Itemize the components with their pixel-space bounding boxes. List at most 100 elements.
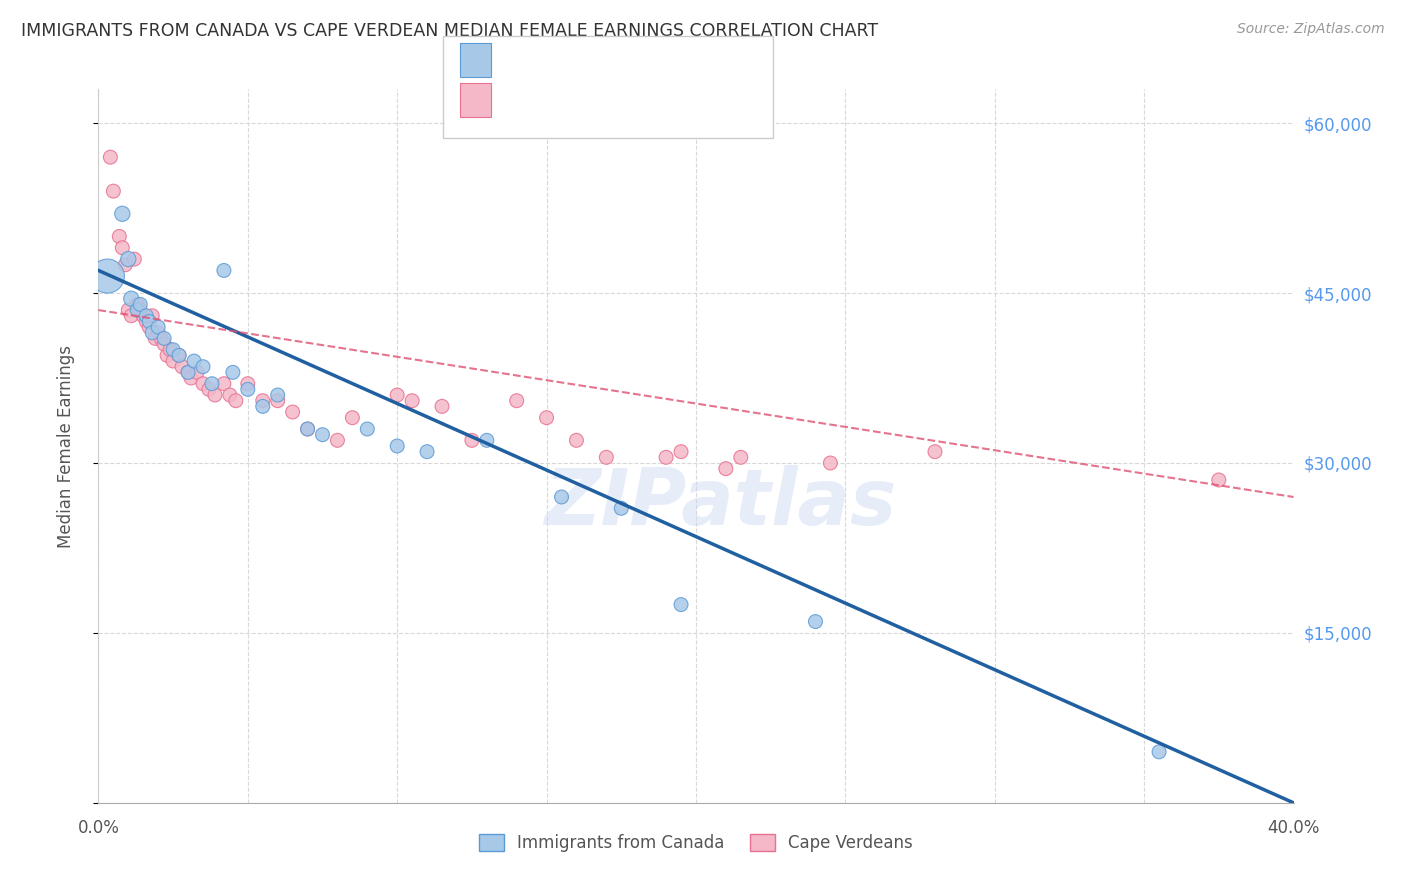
Text: R =: R = <box>502 94 538 112</box>
Point <box>610 501 633 516</box>
Point <box>475 434 498 448</box>
Point <box>138 320 160 334</box>
Point <box>416 444 439 458</box>
Point <box>356 422 378 436</box>
Point <box>143 331 166 345</box>
Point <box>129 297 152 311</box>
Point <box>267 388 290 402</box>
Point <box>236 376 259 391</box>
Text: -0.695: -0.695 <box>537 54 596 71</box>
Point <box>212 263 235 277</box>
Point <box>655 450 678 465</box>
Point <box>129 303 152 318</box>
Point <box>156 348 179 362</box>
Point <box>167 348 190 362</box>
Point <box>222 365 245 379</box>
Point <box>1147 745 1170 759</box>
Point <box>111 207 134 221</box>
Y-axis label: Median Female Earnings: Median Female Earnings <box>56 344 75 548</box>
Point <box>219 388 242 402</box>
Point <box>212 376 235 391</box>
Point <box>98 150 122 164</box>
Point <box>550 490 572 504</box>
Point <box>138 314 160 328</box>
Point <box>108 229 131 244</box>
Legend: Immigrants from Canada, Cape Verdeans: Immigrants from Canada, Cape Verdeans <box>472 827 920 859</box>
Text: 33: 33 <box>643 54 666 71</box>
Point <box>595 450 617 465</box>
Point <box>385 388 409 402</box>
Point <box>281 405 304 419</box>
Point <box>148 320 170 334</box>
Point <box>159 343 181 357</box>
Text: Source: ZipAtlas.com: Source: ZipAtlas.com <box>1237 22 1385 37</box>
Point <box>536 410 558 425</box>
Point <box>1208 473 1230 487</box>
Point <box>148 326 170 340</box>
Point <box>297 422 319 436</box>
Point <box>669 444 692 458</box>
Point <box>714 461 737 475</box>
Point <box>311 427 333 442</box>
Point <box>135 309 157 323</box>
Point <box>820 456 842 470</box>
Point <box>153 337 176 351</box>
Point <box>167 348 190 362</box>
Point <box>252 400 274 414</box>
Text: IMMIGRANTS FROM CANADA VS CAPE VERDEAN MEDIAN FEMALE EARNINGS CORRELATION CHART: IMMIGRANTS FROM CANADA VS CAPE VERDEAN M… <box>21 22 879 40</box>
Point <box>141 309 163 323</box>
Point <box>326 434 349 448</box>
Point <box>127 297 149 311</box>
Point <box>225 393 247 408</box>
Text: N =: N = <box>612 54 648 71</box>
Point <box>111 241 134 255</box>
Text: R =: R = <box>502 54 538 71</box>
Point <box>401 393 423 408</box>
Point <box>669 598 692 612</box>
Point <box>201 376 224 391</box>
Point <box>267 393 290 408</box>
Point <box>804 615 827 629</box>
Point <box>297 422 319 436</box>
Point <box>730 450 752 465</box>
Point <box>183 354 205 368</box>
Point <box>162 343 184 357</box>
Point <box>120 309 142 323</box>
Text: 54: 54 <box>643 94 665 112</box>
Point <box>141 326 163 340</box>
Point <box>135 314 157 328</box>
Point <box>461 434 484 448</box>
Point <box>236 383 259 397</box>
Point <box>117 252 139 266</box>
Text: N =: N = <box>612 94 648 112</box>
Point <box>342 410 364 425</box>
Point <box>430 400 453 414</box>
Point <box>506 393 529 408</box>
Point <box>96 269 118 284</box>
Point <box>924 444 946 458</box>
Point <box>153 331 176 345</box>
Point <box>198 383 221 397</box>
Point <box>172 359 194 374</box>
Point <box>103 184 125 198</box>
Point <box>127 303 149 318</box>
Text: ZIPatlas: ZIPatlas <box>544 465 896 541</box>
Point <box>204 388 226 402</box>
Point <box>150 331 173 345</box>
Point <box>177 365 200 379</box>
Text: -0.288: -0.288 <box>537 94 596 112</box>
Point <box>385 439 409 453</box>
Point <box>120 292 142 306</box>
Point <box>177 365 200 379</box>
Point <box>132 309 155 323</box>
Point <box>162 354 184 368</box>
Point <box>191 359 214 374</box>
Point <box>186 365 208 379</box>
Point <box>114 258 136 272</box>
Point <box>252 393 274 408</box>
Point <box>565 434 588 448</box>
Point <box>191 376 214 391</box>
Point <box>124 252 146 266</box>
Point <box>117 303 139 318</box>
Point <box>180 371 202 385</box>
